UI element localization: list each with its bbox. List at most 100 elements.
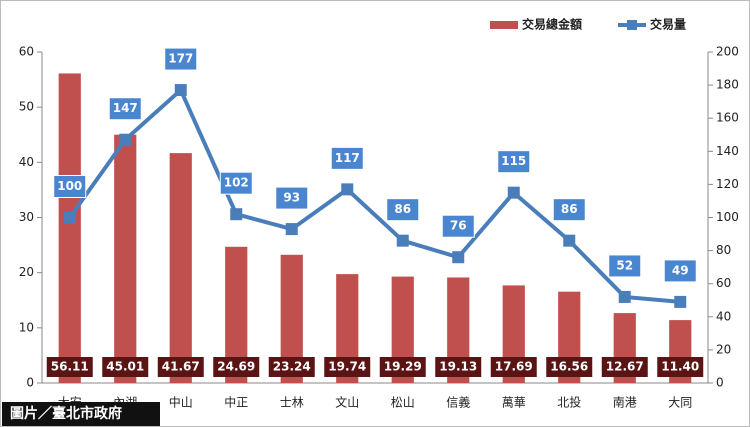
bar-label: 16.56 xyxy=(550,360,588,374)
bar-label-box xyxy=(268,357,315,377)
legend-label: 交易量 xyxy=(650,17,686,32)
x-tick-label: 萬華 xyxy=(502,396,526,410)
bar xyxy=(336,274,359,383)
line-label: 117 xyxy=(335,151,360,165)
line-label: 177 xyxy=(168,52,193,66)
line-label-box xyxy=(275,186,309,210)
x-tick-label: 北投 xyxy=(557,395,581,410)
bar-label-box xyxy=(102,357,149,377)
marker xyxy=(119,133,132,146)
bar-label-box xyxy=(379,357,426,377)
line xyxy=(68,86,681,304)
line-label-box xyxy=(108,97,142,121)
legend-swatch xyxy=(490,21,518,29)
line-label-box xyxy=(164,47,198,71)
y2-tick-label: 20 xyxy=(716,342,731,356)
bar-label: 17.69 xyxy=(495,360,533,374)
marker xyxy=(452,251,465,264)
bar-label: 12.67 xyxy=(606,360,644,374)
bar-label: 19.13 xyxy=(439,360,477,374)
x-tick-label: 松山 xyxy=(391,396,415,410)
y-tick-label: 20 xyxy=(19,265,34,279)
line-label: 93 xyxy=(283,191,300,205)
bar-label-box xyxy=(601,357,648,377)
bar-label-box xyxy=(435,357,482,377)
x-tick-label: 南港 xyxy=(613,395,637,410)
line-label-box xyxy=(441,214,475,238)
marker xyxy=(674,295,687,308)
credit: 圖片／臺北市政府 xyxy=(10,405,122,422)
bar-label-box xyxy=(546,357,593,377)
y2-tick-label: 100 xyxy=(716,210,739,224)
y2-tick-label: 140 xyxy=(716,144,739,158)
y2-tick-label: 60 xyxy=(716,276,731,290)
line-label: 86 xyxy=(561,202,578,216)
y2-tick-label: 180 xyxy=(716,78,739,92)
marker xyxy=(174,84,187,97)
bar-label: 41.67 xyxy=(162,360,200,374)
marker xyxy=(63,211,76,224)
x-tick-label: 中山 xyxy=(169,395,193,410)
bar-label: 11.40 xyxy=(661,360,699,374)
bar-label: 24.69 xyxy=(217,360,255,374)
y-tick-label: 0 xyxy=(26,376,34,390)
line-label-box xyxy=(330,146,364,170)
x-tick-label: 文山 xyxy=(335,395,359,410)
bar-label-box xyxy=(657,357,704,377)
line-label: 49 xyxy=(672,263,689,277)
line-label: 115 xyxy=(501,154,526,168)
y-tick-label: 50 xyxy=(19,100,34,114)
line-label: 86 xyxy=(394,202,411,216)
legend-swatch xyxy=(627,20,637,30)
bar-label: 45.01 xyxy=(106,360,144,374)
line-label-box xyxy=(53,175,87,198)
y2-tick-label: 80 xyxy=(716,243,731,257)
line-label-box xyxy=(219,171,253,195)
line-label-box xyxy=(608,254,642,278)
line-label-box xyxy=(663,259,697,283)
y-tick-label: 30 xyxy=(19,210,34,224)
bar-label-box xyxy=(213,357,260,377)
bar xyxy=(58,73,81,383)
legend-label: 交易總金額 xyxy=(522,17,582,32)
x-tick-label: 信義 xyxy=(446,395,470,410)
y2-tick-label: 40 xyxy=(716,309,731,323)
x-tick-label: 中正 xyxy=(224,395,248,410)
bar-label: 23.24 xyxy=(273,360,311,374)
y2-tick-label: 0 xyxy=(716,376,724,390)
bar-label: 19.29 xyxy=(384,360,422,374)
bar xyxy=(280,254,303,383)
line-label: 52 xyxy=(616,258,633,272)
marker xyxy=(341,183,354,196)
marker xyxy=(618,290,631,303)
bar xyxy=(225,246,248,383)
line-label-box xyxy=(552,198,586,222)
line-label-box xyxy=(497,150,531,174)
bar xyxy=(447,277,470,383)
line-label-box xyxy=(386,198,420,222)
line-label: 76 xyxy=(450,219,467,233)
marker xyxy=(563,234,576,247)
y2-tick-label: 120 xyxy=(716,177,739,191)
line-label: 147 xyxy=(113,101,138,115)
marker xyxy=(230,208,243,221)
bar-label-box xyxy=(324,357,371,377)
x-tick-label: 大同 xyxy=(668,396,692,410)
bar-label: 56.11 xyxy=(51,360,89,374)
x-tick-label: 士林 xyxy=(280,396,304,410)
marker xyxy=(396,234,409,247)
y-tick-label: 40 xyxy=(19,155,34,169)
bar-label-box xyxy=(46,357,93,377)
y2-tick-label: 160 xyxy=(716,111,739,125)
y-tick-label: 60 xyxy=(19,45,34,59)
marker xyxy=(285,223,298,236)
bar-label-box xyxy=(490,357,537,377)
line-label: 102 xyxy=(224,176,249,190)
y2-tick-label: 200 xyxy=(716,45,739,59)
credit-box xyxy=(2,402,160,426)
bar xyxy=(391,276,414,383)
bar-label: 19.74 xyxy=(328,360,366,374)
marker xyxy=(507,186,520,199)
bar xyxy=(114,134,137,383)
